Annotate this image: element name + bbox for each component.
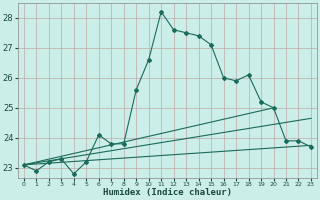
X-axis label: Humidex (Indice chaleur): Humidex (Indice chaleur)	[103, 188, 232, 197]
